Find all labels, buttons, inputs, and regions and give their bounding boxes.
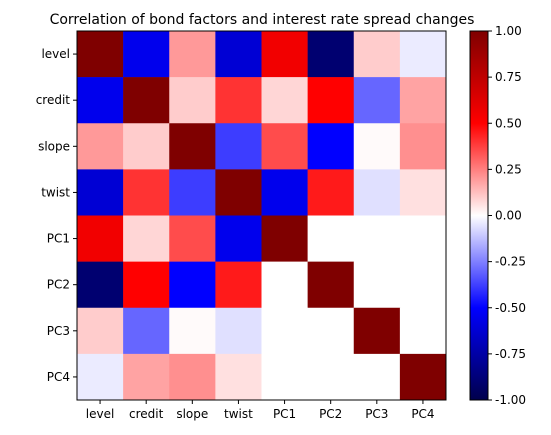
heatmap-cell-PC3-credit xyxy=(123,307,170,355)
heatmap-cell-PC3-PC1 xyxy=(261,307,308,355)
x-tick-label: twist xyxy=(224,407,253,421)
heatmap-cell-PC3-level xyxy=(77,307,124,355)
heatmap-cell-PC2-PC2 xyxy=(307,261,355,309)
colorbar-tick-label: -0.25 xyxy=(495,255,526,269)
heatmap-cell-PC1-PC4 xyxy=(399,215,447,262)
y-tick-label: PC1 xyxy=(47,232,70,246)
colorbar-tick-label: -0.75 xyxy=(495,347,526,361)
x-tick-label: PC1 xyxy=(273,407,296,421)
y-tick-label: PC3 xyxy=(47,324,70,338)
colorbar-tick-label: 0.75 xyxy=(495,70,522,84)
heatmap-cell-PC4-level xyxy=(77,353,124,401)
heatmap-cell-PC2-PC4 xyxy=(399,261,447,309)
heatmap-cell-PC3-PC4 xyxy=(399,307,447,355)
heatmap-cell-PC4-PC3 xyxy=(353,353,401,401)
heatmap-cell-slope-credit xyxy=(123,123,170,170)
heatmap-cell-level-PC4 xyxy=(399,31,447,78)
heatmap-cell-twist-PC4 xyxy=(399,169,447,216)
heatmap-cell-level-PC1 xyxy=(261,31,308,78)
y-axis-ticks: level credit slope twist PC1 PC2 PC3 PC4 xyxy=(36,47,77,384)
y-tick-label: twist xyxy=(41,185,70,199)
heatmap-cell-credit-credit xyxy=(123,77,170,124)
colorbar-tick-label: 0.25 xyxy=(495,162,522,176)
heatmap-cell-PC2-PC3 xyxy=(353,261,401,309)
heatmap-cell-PC2-level xyxy=(77,261,124,309)
heatmap-cell-slope-PC4 xyxy=(399,123,447,170)
heatmap-cell-PC2-credit xyxy=(123,261,170,309)
heatmap-cell-PC4-twist xyxy=(215,353,262,401)
heatmap-cell-level-credit xyxy=(123,31,170,78)
heatmap-cell-twist-slope xyxy=(169,169,216,216)
heatmap-cell-level-level xyxy=(77,31,124,78)
heatmap-cell-PC1-PC1 xyxy=(261,215,308,262)
heatmap-cell-slope-twist xyxy=(215,123,262,170)
colorbar xyxy=(469,30,489,401)
heatmap-cell-level-twist xyxy=(215,31,262,78)
heatmap-cell-PC1-credit xyxy=(123,215,170,262)
heatmap-cell-credit-PC3 xyxy=(353,77,401,124)
colorbar-tick-label: -0.50 xyxy=(495,301,526,315)
y-tick-label: PC2 xyxy=(47,278,70,292)
heatmap-cells xyxy=(77,31,447,401)
x-tick-label: PC3 xyxy=(365,407,388,421)
chart-title: Correlation of bond factors and interest… xyxy=(50,12,475,28)
heatmap-cell-level-PC2 xyxy=(307,31,355,78)
heatmap-cell-PC1-twist xyxy=(215,215,262,262)
heatmap-cell-twist-PC2 xyxy=(307,169,355,216)
x-tick-label: credit xyxy=(129,407,164,421)
heatmap-cell-twist-level xyxy=(77,169,124,216)
heatmap-cell-credit-PC1 xyxy=(261,77,308,124)
heatmap-cell-PC2-PC1 xyxy=(261,261,308,309)
heatmap-cell-credit-PC4 xyxy=(399,77,447,124)
heatmap-cell-PC3-PC2 xyxy=(307,307,355,355)
y-tick-label: PC4 xyxy=(47,370,70,384)
x-tick-label: slope xyxy=(176,407,208,421)
heatmap-cell-twist-PC1 xyxy=(261,169,308,216)
heatmap-cell-PC1-level xyxy=(77,215,124,262)
heatmap-cell-twist-twist xyxy=(215,169,262,216)
heatmap-cell-credit-slope xyxy=(169,77,216,124)
heatmap-cell-slope-level xyxy=(77,123,124,170)
heatmap-cell-PC3-slope xyxy=(169,307,216,355)
colorbar-tick-label: 0.00 xyxy=(495,209,522,223)
heatmap-cell-PC1-PC2 xyxy=(307,215,355,262)
heatmap-cell-slope-PC3 xyxy=(353,123,401,170)
heatmap-cell-PC4-PC2 xyxy=(307,353,355,401)
heatmap-cell-credit-level xyxy=(77,77,124,124)
heatmap-cell-PC1-PC3 xyxy=(353,215,401,262)
colorbar-tick-label: -1.00 xyxy=(495,393,526,407)
heatmap-cell-slope-PC2 xyxy=(307,123,355,170)
heatmap-cell-twist-credit xyxy=(123,169,170,216)
x-tick-label: PC2 xyxy=(319,407,342,421)
y-tick-label: credit xyxy=(36,93,71,107)
heatmap-cell-level-slope xyxy=(169,31,216,78)
heatmap-frame xyxy=(76,30,447,401)
heatmap-cell-credit-twist xyxy=(215,77,262,124)
heatmap-cell-PC4-PC1 xyxy=(261,353,308,401)
heatmap-cell-PC3-PC3 xyxy=(353,307,401,355)
x-tick-label: level xyxy=(86,407,115,421)
heatmap-cell-credit-PC2 xyxy=(307,77,355,124)
heatmap-cell-PC1-slope xyxy=(169,215,216,262)
colorbar-ticks: -1.00 -0.75 -0.50 -0.25 0.00 0.25 0.50 0.75 1.00 xyxy=(488,24,526,407)
heatmap-cell-PC4-slope xyxy=(169,353,216,401)
y-tick-label: level xyxy=(41,47,70,61)
colorbar-tick-label: 1.00 xyxy=(495,24,522,38)
colorbar-tick-label: 0.50 xyxy=(495,116,522,130)
heatmap-cell-PC4-PC4 xyxy=(399,353,447,401)
heatmap-cell-level-PC3 xyxy=(353,31,401,78)
heatmap-cell-twist-PC3 xyxy=(353,169,401,216)
heatmap-cell-PC3-twist xyxy=(215,307,262,355)
heatmap-cell-PC2-twist xyxy=(215,261,262,309)
y-tick-label: slope xyxy=(38,139,70,153)
heatmap-cell-slope-slope xyxy=(169,123,216,170)
heatmap-cell-PC2-slope xyxy=(169,261,216,309)
heatmap-cell-PC4-credit xyxy=(123,353,170,401)
x-tick-label: PC4 xyxy=(411,407,434,421)
x-axis-ticks: level credit slope twist PC1 PC2 PC3 PC4 xyxy=(86,400,435,421)
heatmap-cell-slope-PC1 xyxy=(261,123,308,170)
